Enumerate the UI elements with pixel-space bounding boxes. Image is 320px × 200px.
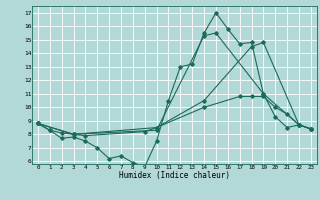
X-axis label: Humidex (Indice chaleur): Humidex (Indice chaleur) [119,171,230,180]
